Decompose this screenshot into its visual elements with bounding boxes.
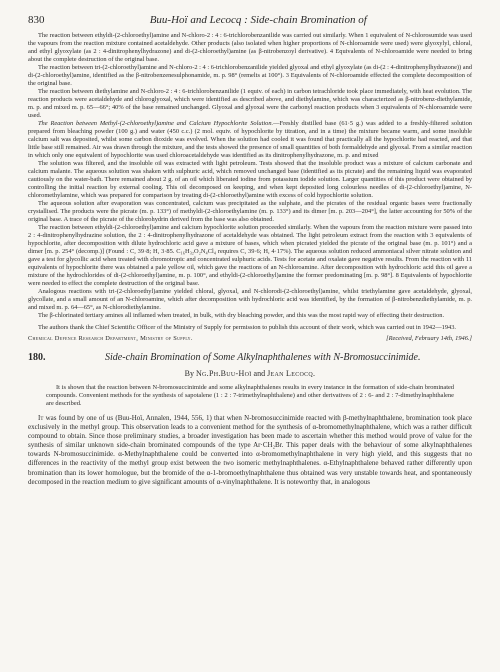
abstract-text: It is shown that the reaction between N-…: [46, 384, 454, 408]
paragraph-4: The Reaction between Methyl-(2-chloroeth…: [28, 120, 472, 160]
abstract: It is shown that the reaction between N-…: [46, 384, 454, 408]
article-title: Side-chain Bromination of Some Alkylnaph…: [54, 352, 473, 363]
paragraph-5: The solution was filtered, and the insol…: [28, 160, 472, 200]
paragraph-6: The aqueous solution after evaporation w…: [28, 200, 472, 224]
page-number: 830: [28, 14, 45, 26]
article-body-upper: The reaction between ethyldi-(2-chloroet…: [28, 32, 472, 320]
paragraph-7: The reaction between ethyldi-(2-chloroet…: [28, 224, 472, 288]
acknowledgment: The authors thank the Chief Scientific O…: [28, 324, 472, 331]
intro-paragraph: It was found by one of us (Buu-Hoï, Anna…: [28, 414, 472, 487]
running-title: Buu-Hoï and Lecocq : Side-chain Brominat…: [45, 14, 473, 26]
paragraph-2: The reaction between tri-(2-chloroethyl)…: [28, 64, 472, 88]
para4-title: The Reaction between Methyl-(2-chloroeth…: [38, 120, 273, 127]
intro-text: It was found by one of us (Buu-Hoï, Anna…: [28, 414, 472, 487]
authors-prefix: By: [185, 369, 196, 378]
paragraph-3: The reaction between diethylamine and N-…: [28, 88, 472, 120]
paragraph-9: The β-chlorinated tertiary amines all in…: [28, 312, 472, 320]
article-number: 180.: [28, 352, 46, 363]
affiliation: Chemical Defence Research Department, Mi…: [28, 335, 193, 342]
page-header: 830 Buu-Hoï and Lecocq : Side-chain Brom…: [28, 14, 472, 26]
paragraph-1: The reaction between ethyldi-(2-chloroet…: [28, 32, 472, 64]
article-title-row: 180. Side-chain Bromination of Some Alky…: [28, 352, 472, 363]
authors-and: and: [252, 369, 268, 378]
affiliation-line: Chemical Defence Research Department, Mi…: [28, 335, 472, 342]
author-1: Ng.Ph.Buu-Hoï: [196, 369, 252, 378]
page-container: 830 Buu-Hoï and Lecocq : Side-chain Brom…: [0, 0, 500, 501]
intro-body: was found by one of us (Buu-Hoï, Annalen…: [28, 414, 472, 486]
author-2: Jean Lecocq.: [267, 369, 315, 378]
received-date: [Received, February 14th, 1946.]: [386, 335, 472, 342]
paragraph-8: Analogous reactions with tri-(2-chloroet…: [28, 288, 472, 312]
authors-line: By Ng.Ph.Buu-Hoï and Jean Lecocq.: [28, 369, 472, 378]
